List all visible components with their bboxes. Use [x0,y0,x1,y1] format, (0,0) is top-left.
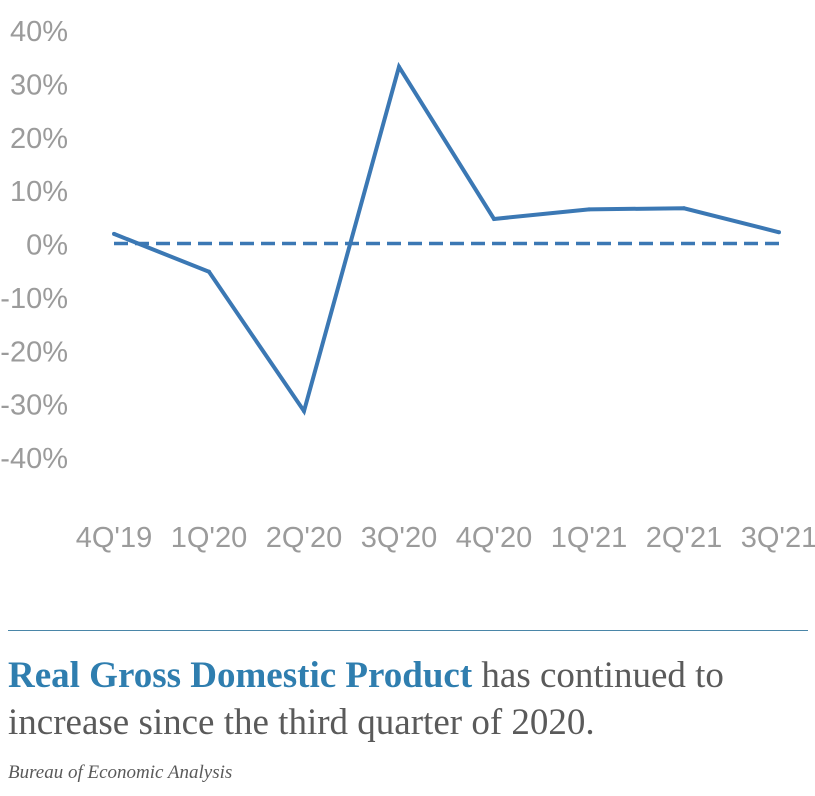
data-point [112,231,116,236]
caption-divider [8,630,808,631]
caption: Real Gross Domestic Product has continue… [8,652,808,746]
y-tick-label: -20% [0,336,68,368]
y-tick-label: 30% [10,69,68,101]
data-point [587,207,591,212]
y-tick-label: 40% [10,16,68,48]
x-tick-label: 3Q'20 [361,522,437,554]
y-tick-label: 0% [26,230,68,262]
gdp-line-chart: 40% 30% 20% 10% 0% -10% -20% -30% -40% 4Q'19 1Q'2… [0,16,815,554]
caption-text: has continued to increase since the thir… [8,655,724,743]
x-tick-label: 2Q'20 [266,522,342,554]
data-point [302,409,306,414]
x-axis: 4Q'19 1Q'20 2Q'20 3Q'20 4Q'20 1Q'21 2Q'21 3Q'21 [76,522,815,554]
gdp-growth-series-line [113,61,780,416]
y-tick-label: 20% [10,123,68,155]
data-point [777,230,781,235]
y-axis: 40% 30% 20% 10% 0% -10% -20% -30% -40% [0,16,68,475]
data-point [492,216,496,221]
x-tick-label: 2Q'21 [646,522,722,554]
data-point [682,206,686,211]
x-tick-label: 4Q'19 [76,522,152,554]
y-tick-label: -40% [0,443,68,475]
x-tick-label: 1Q'20 [171,522,247,554]
data-point [397,64,401,69]
source-note: Bureau of Economic Analysis [8,762,233,783]
data-point [207,269,211,274]
y-tick-label: -10% [0,283,68,315]
y-tick-label: -30% [0,390,68,422]
data-points [112,64,781,414]
x-tick-label: 1Q'21 [551,522,627,554]
y-tick-label: 10% [10,176,68,208]
x-tick-label: 3Q'21 [741,522,815,554]
x-tick-label: 4Q'20 [456,522,532,554]
caption-highlight: Real Gross Domestic Product [8,655,473,696]
